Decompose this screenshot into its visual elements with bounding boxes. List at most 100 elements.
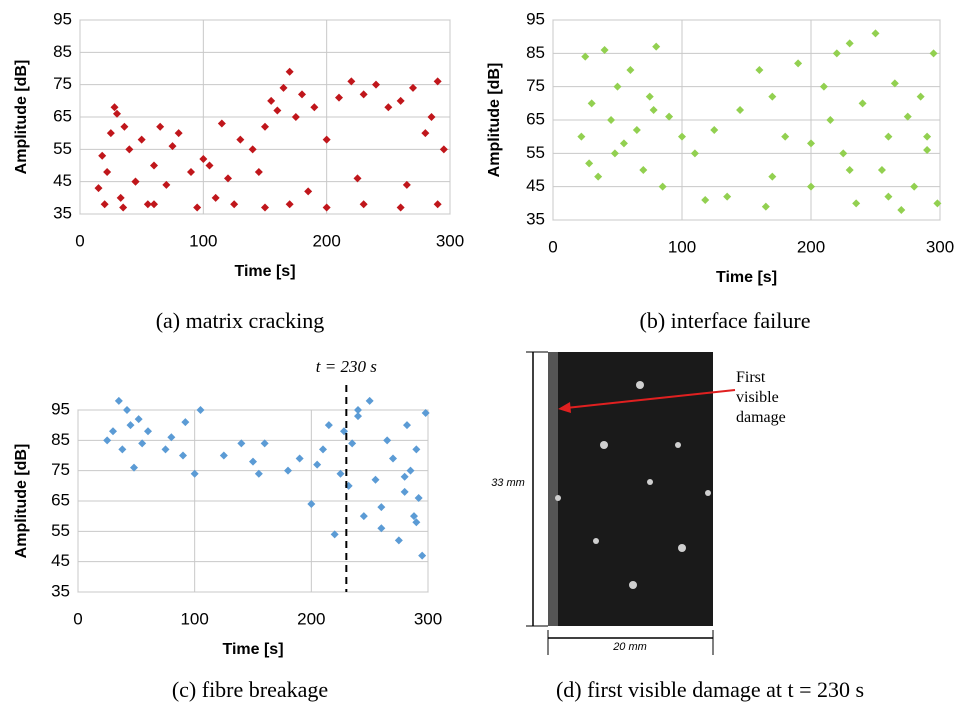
point xyxy=(237,439,246,448)
point xyxy=(144,427,152,436)
point xyxy=(421,409,430,418)
point xyxy=(273,106,282,115)
point xyxy=(649,106,658,114)
y-axis-label: Amplitude [dB] xyxy=(13,60,30,175)
point xyxy=(594,172,603,181)
point xyxy=(736,106,745,114)
point xyxy=(174,129,183,138)
point xyxy=(156,122,165,131)
point xyxy=(768,172,777,181)
point xyxy=(690,149,699,158)
x-axis-label: Time [s] xyxy=(716,269,777,286)
point xyxy=(619,139,628,148)
y-tick-label: 95 xyxy=(53,9,72,28)
point xyxy=(324,421,333,430)
y-tick-label: 75 xyxy=(51,460,70,479)
point xyxy=(181,418,190,427)
x-tick-label: 200 xyxy=(797,237,825,256)
point xyxy=(260,439,269,448)
point xyxy=(106,129,115,138)
point xyxy=(768,92,777,101)
point xyxy=(304,187,313,196)
point xyxy=(406,466,415,475)
point xyxy=(916,92,925,101)
point xyxy=(607,116,616,124)
point xyxy=(819,82,828,91)
point xyxy=(126,421,135,430)
x-tick-label: 100 xyxy=(189,231,217,250)
point xyxy=(884,192,893,201)
point xyxy=(678,132,686,141)
point xyxy=(236,135,245,144)
y-tick-label: 85 xyxy=(526,43,545,62)
point xyxy=(755,66,764,74)
x-tick-label: 300 xyxy=(926,237,954,256)
y-tick-label: 35 xyxy=(53,203,72,222)
point xyxy=(701,196,710,204)
point xyxy=(150,200,158,209)
point xyxy=(248,145,257,154)
point xyxy=(412,445,421,454)
point xyxy=(414,493,423,502)
chart: 35 45 55 65 75 85 95 0 100 200 300 Time [s] Amplitud… xyxy=(486,9,954,333)
point xyxy=(581,52,590,61)
point xyxy=(858,99,867,108)
x-axis-label: Time [s] xyxy=(234,263,295,280)
point xyxy=(167,433,176,442)
point xyxy=(433,200,442,209)
point xyxy=(845,39,854,48)
point xyxy=(377,503,386,512)
point xyxy=(400,472,409,481)
point xyxy=(110,103,119,112)
point xyxy=(335,93,343,102)
point xyxy=(119,203,128,212)
point xyxy=(372,80,380,89)
point xyxy=(832,49,841,58)
x-tick-label: 300 xyxy=(414,609,442,628)
point xyxy=(626,66,635,74)
point xyxy=(923,146,932,154)
point xyxy=(383,436,392,445)
point xyxy=(665,112,674,121)
point xyxy=(384,103,393,112)
point xyxy=(168,142,177,151)
point xyxy=(354,412,362,421)
point xyxy=(113,109,121,118)
point xyxy=(781,132,790,141)
point xyxy=(577,132,586,141)
point xyxy=(348,439,357,448)
y-tick-label: 55 xyxy=(53,139,72,158)
annotation-box: First visible damage xyxy=(736,369,786,426)
point xyxy=(196,406,205,414)
point xyxy=(295,454,304,463)
caption: (d) first visible damage at t = 230 s xyxy=(556,677,864,702)
point xyxy=(330,530,339,539)
damage-spots xyxy=(555,381,711,589)
damage-annotation: First visible damage xyxy=(736,369,786,426)
point xyxy=(313,460,322,469)
point xyxy=(632,126,641,134)
point xyxy=(353,174,362,183)
point xyxy=(884,132,893,141)
y-tick-label: 65 xyxy=(526,109,545,128)
y-tick-label: 85 xyxy=(51,430,70,449)
arrow-head xyxy=(558,402,571,413)
point xyxy=(371,475,380,484)
point xyxy=(123,406,131,414)
point xyxy=(190,469,199,478)
point xyxy=(807,182,815,191)
point xyxy=(187,167,195,176)
point xyxy=(710,126,719,134)
x-tick-label: 300 xyxy=(436,231,464,250)
x-tick-label: 200 xyxy=(297,609,325,628)
point xyxy=(130,463,138,472)
point xyxy=(600,46,609,54)
point xyxy=(359,512,368,521)
point xyxy=(100,200,109,209)
x-tick-label: 200 xyxy=(312,231,340,250)
point xyxy=(639,166,648,174)
point xyxy=(394,536,403,545)
point xyxy=(94,184,103,193)
